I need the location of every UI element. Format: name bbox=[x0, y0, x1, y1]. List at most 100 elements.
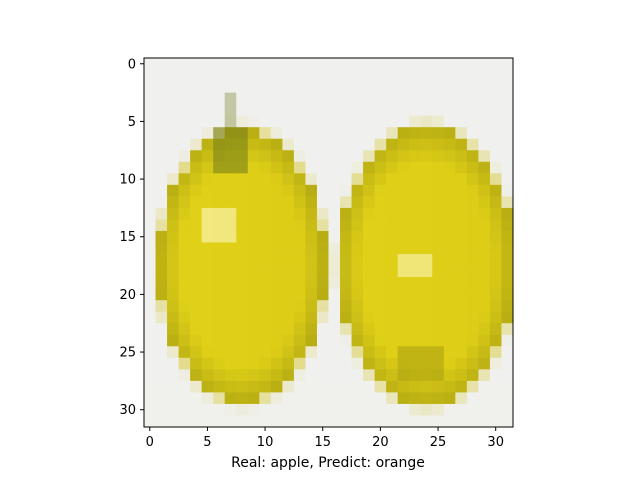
image-pixel bbox=[282, 173, 295, 186]
image-pixel bbox=[409, 323, 422, 336]
image-pixel bbox=[236, 346, 249, 359]
image-pixel bbox=[397, 58, 410, 70]
image-pixel bbox=[293, 380, 306, 393]
image-pixel bbox=[259, 288, 272, 301]
image-pixel bbox=[374, 369, 387, 382]
x-tick-label: 5 bbox=[203, 435, 211, 450]
image-pixel bbox=[201, 230, 214, 243]
image-pixel bbox=[213, 346, 226, 359]
image-pixel bbox=[489, 346, 502, 359]
image-pixel bbox=[432, 81, 445, 93]
image-pixel bbox=[213, 104, 226, 117]
image-pixel bbox=[420, 138, 433, 151]
image-pixel bbox=[443, 184, 456, 197]
image-pixel bbox=[466, 323, 479, 336]
y-tick-label: 0 bbox=[128, 57, 136, 72]
image-pixel bbox=[386, 161, 399, 174]
image-pixel bbox=[397, 334, 410, 347]
image-pixel bbox=[201, 173, 214, 186]
image-pixel bbox=[247, 173, 260, 186]
image-pixel bbox=[144, 69, 156, 82]
image-pixel bbox=[282, 323, 295, 336]
image-pixel bbox=[466, 277, 479, 289]
image-pixel bbox=[270, 346, 283, 359]
x-tick-label: 30 bbox=[487, 435, 504, 450]
image-pixel bbox=[489, 115, 502, 128]
image-pixel bbox=[328, 207, 341, 220]
image-pixel bbox=[293, 346, 306, 359]
image-pixel bbox=[155, 369, 168, 382]
image-pixel bbox=[443, 150, 456, 163]
image-pixel bbox=[144, 323, 156, 336]
image-pixel bbox=[305, 127, 318, 140]
image-pixel bbox=[316, 403, 329, 416]
image-pixel bbox=[386, 277, 399, 289]
image-pixel bbox=[224, 323, 237, 336]
image-pixel bbox=[489, 323, 502, 336]
image-pixel bbox=[328, 265, 341, 278]
image-pixel bbox=[201, 161, 214, 174]
image-pixel bbox=[155, 150, 168, 163]
image-pixel bbox=[224, 392, 237, 405]
image-pixel bbox=[466, 369, 479, 382]
image-pixel bbox=[397, 81, 410, 93]
image-pixel bbox=[305, 230, 318, 243]
image-pixel bbox=[167, 58, 179, 70]
image-pixel bbox=[201, 242, 214, 255]
image-pixel bbox=[397, 127, 410, 140]
image-pixel bbox=[501, 81, 514, 93]
image-pixel bbox=[213, 230, 226, 243]
image-pixel bbox=[455, 242, 468, 255]
image-pixel bbox=[305, 81, 318, 93]
image-pixel bbox=[190, 254, 203, 266]
image-pixel bbox=[340, 403, 352, 416]
image-pixel bbox=[316, 369, 329, 382]
x-tick-label: 0 bbox=[146, 435, 154, 450]
image-pixel bbox=[397, 346, 410, 359]
image-pixel bbox=[305, 58, 318, 70]
image-pixel bbox=[316, 334, 329, 347]
image-pixel bbox=[409, 184, 422, 197]
image-pixel bbox=[363, 311, 375, 324]
image-pixel bbox=[236, 311, 249, 324]
image-pixel bbox=[270, 219, 283, 232]
image-pixel bbox=[420, 254, 433, 266]
image-pixel bbox=[340, 346, 352, 359]
image-pixel bbox=[432, 254, 445, 266]
image-pixel bbox=[201, 323, 214, 336]
image-pixel bbox=[236, 92, 249, 105]
image-pixel bbox=[259, 104, 272, 117]
image-pixel bbox=[236, 219, 249, 232]
image-pixel bbox=[489, 277, 502, 289]
image-pixel bbox=[374, 300, 387, 313]
image-pixel bbox=[386, 415, 399, 428]
image-pixel bbox=[236, 334, 249, 347]
image-pixel bbox=[478, 184, 491, 197]
image-pixel bbox=[363, 81, 375, 93]
image-pixel bbox=[501, 92, 514, 105]
image-pixel bbox=[305, 173, 318, 186]
image-pixel bbox=[282, 334, 295, 347]
image-pixel bbox=[144, 392, 156, 405]
image-pixel bbox=[224, 230, 237, 243]
image-pixel bbox=[489, 403, 502, 416]
image-pixel bbox=[178, 288, 191, 301]
image-pixel bbox=[167, 323, 179, 336]
image-pixel bbox=[167, 415, 179, 428]
image-pixel bbox=[489, 357, 502, 370]
image-pixel bbox=[397, 219, 410, 232]
image-pixel bbox=[351, 230, 364, 243]
image-pixel bbox=[293, 242, 306, 255]
image-pixel bbox=[167, 81, 179, 93]
image-pixel bbox=[247, 150, 260, 163]
image-pixel bbox=[305, 207, 318, 220]
image-pixel bbox=[259, 403, 272, 416]
image-pixel bbox=[466, 104, 479, 117]
image-pixel bbox=[305, 150, 318, 163]
image-pixel bbox=[478, 323, 491, 336]
image-pixel bbox=[224, 357, 237, 370]
image-pixel bbox=[386, 346, 399, 359]
image-pixel bbox=[363, 184, 375, 197]
image-pixel bbox=[144, 277, 156, 289]
image-pixel bbox=[351, 161, 364, 174]
